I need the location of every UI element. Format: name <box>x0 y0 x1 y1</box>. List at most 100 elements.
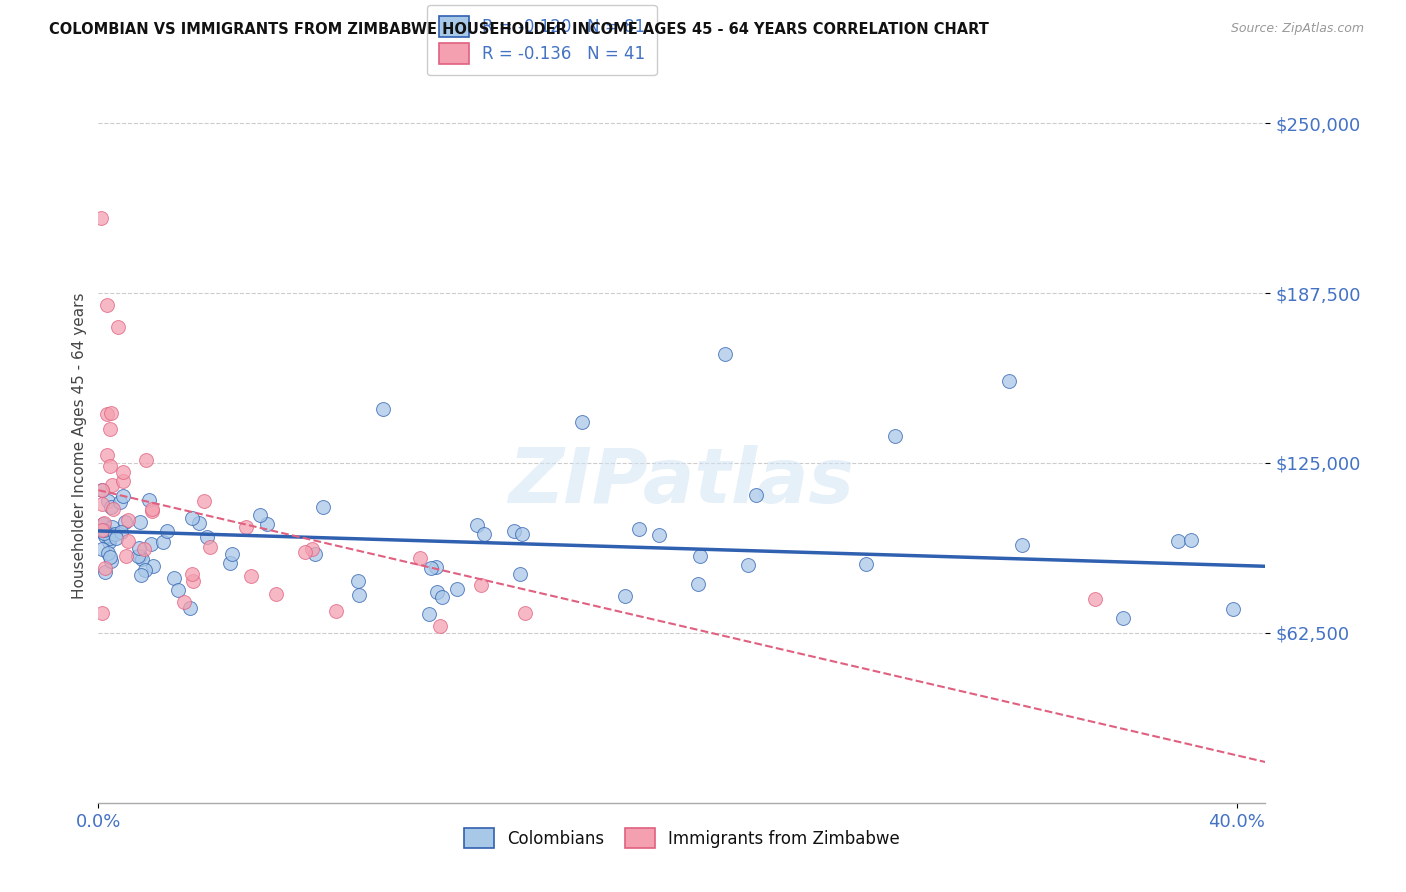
Point <box>301 541 323 556</box>
Point <box>409 551 432 566</box>
Point <box>91 516 114 531</box>
Point <box>101 478 124 492</box>
Point <box>156 524 179 538</box>
Point <box>1011 538 1033 552</box>
Point <box>107 320 129 334</box>
Point <box>188 516 211 530</box>
Point <box>152 534 174 549</box>
Point <box>855 557 877 571</box>
Point <box>1112 611 1135 625</box>
Point <box>98 458 121 473</box>
Point <box>1222 601 1244 615</box>
Point <box>179 601 201 615</box>
Point <box>101 520 124 534</box>
Point <box>312 500 335 515</box>
Point <box>1167 533 1189 548</box>
Point <box>141 504 163 518</box>
Point <box>93 523 115 537</box>
Point <box>128 515 150 529</box>
Y-axis label: Householder Income Ages 45 - 64 years: Householder Income Ages 45 - 64 years <box>72 293 87 599</box>
Point <box>91 497 114 511</box>
Point <box>134 563 156 577</box>
Point <box>141 536 163 550</box>
Point <box>193 494 215 508</box>
Legend: Colombians, Immigrants from Zimbabwe: Colombians, Immigrants from Zimbabwe <box>457 822 907 855</box>
Point <box>304 547 326 561</box>
Point <box>100 500 122 514</box>
Point <box>90 483 112 497</box>
Point <box>181 566 204 581</box>
Point <box>93 525 115 540</box>
Point <box>163 571 186 585</box>
Point <box>96 528 118 542</box>
Point <box>98 531 121 545</box>
Point <box>90 606 112 620</box>
Point <box>129 549 152 563</box>
Point <box>117 534 139 549</box>
Point <box>515 606 537 620</box>
Point <box>93 524 115 539</box>
Point <box>97 494 120 508</box>
Point <box>173 595 195 609</box>
Point <box>142 558 165 573</box>
Point <box>94 565 117 579</box>
Point <box>325 604 347 618</box>
Point <box>93 561 115 575</box>
Point <box>294 545 316 559</box>
Point <box>648 528 671 542</box>
Point <box>371 401 394 416</box>
Point <box>240 569 263 583</box>
Point <box>110 525 132 540</box>
Point <box>689 549 711 563</box>
Text: ZIPatlas: ZIPatlas <box>509 445 855 518</box>
Point <box>111 489 134 503</box>
Point <box>571 415 593 429</box>
Point <box>432 590 454 604</box>
Point <box>503 524 526 539</box>
Point <box>1084 591 1107 606</box>
Point <box>97 529 120 543</box>
Text: COLOMBIAN VS IMMIGRANTS FROM ZIMBABWE HOUSEHOLDER INCOME AGES 45 - 64 YEARS CORR: COLOMBIAN VS IMMIGRANTS FROM ZIMBABWE HO… <box>49 22 988 37</box>
Point <box>509 566 531 581</box>
Point <box>135 453 157 467</box>
Point <box>128 541 150 555</box>
Point <box>91 541 114 556</box>
Point <box>131 552 153 566</box>
Point <box>96 448 118 462</box>
Point <box>420 560 443 574</box>
Point <box>686 577 709 591</box>
Point <box>100 554 122 568</box>
Point <box>111 465 134 479</box>
Point <box>183 574 205 588</box>
Point <box>91 523 114 537</box>
Point <box>138 492 160 507</box>
Point <box>129 568 152 582</box>
Point <box>90 483 112 497</box>
Point <box>264 587 287 601</box>
Point <box>94 528 117 542</box>
Point <box>117 513 139 527</box>
Point <box>112 474 135 488</box>
Point <box>884 429 907 443</box>
Point <box>737 558 759 573</box>
Point <box>98 526 121 541</box>
Point <box>425 560 447 574</box>
Point <box>510 526 533 541</box>
Point <box>98 422 121 436</box>
Point <box>104 526 127 541</box>
Point <box>127 549 149 564</box>
Point <box>418 607 440 622</box>
Point <box>96 298 118 312</box>
Point <box>98 550 121 565</box>
Point <box>93 516 115 531</box>
Point <box>446 582 468 596</box>
Point <box>98 534 121 549</box>
Point <box>104 531 127 545</box>
Point <box>103 502 125 516</box>
Point <box>426 585 449 599</box>
Point <box>100 406 122 420</box>
Text: Source: ZipAtlas.com: Source: ZipAtlas.com <box>1230 22 1364 36</box>
Point <box>96 407 118 421</box>
Point <box>90 211 112 226</box>
Point <box>132 541 155 556</box>
